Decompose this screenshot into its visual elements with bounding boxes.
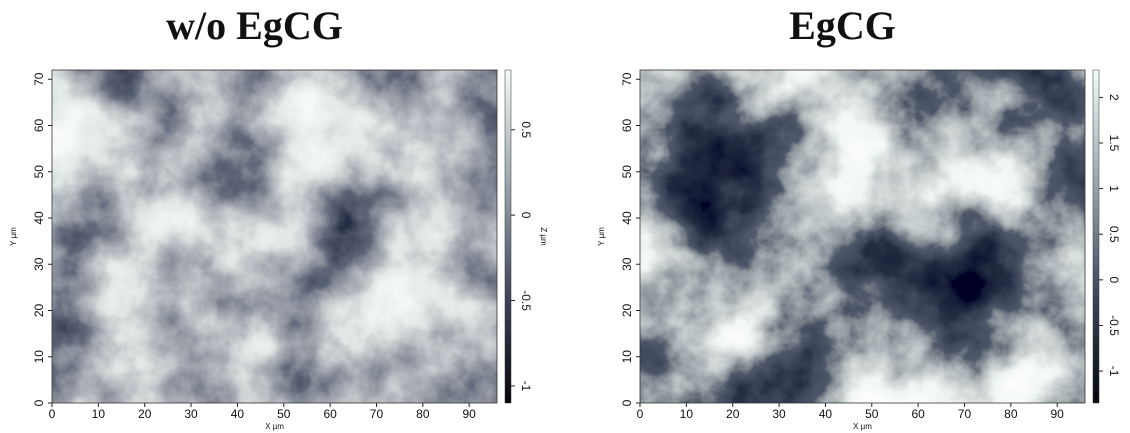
x-tick-label: 40 xyxy=(819,407,833,421)
color-bar xyxy=(504,69,512,404)
x-tick-label: 0 xyxy=(637,407,644,421)
y-tick-label: 50 xyxy=(32,165,46,179)
z-tick-label: 0.5 xyxy=(1107,226,1121,243)
x-tick-label: 30 xyxy=(772,407,786,421)
x-tick-label: 10 xyxy=(92,407,106,421)
y-tick-label: 40 xyxy=(32,211,46,225)
z-tick-label: -0.5 xyxy=(1107,315,1121,336)
x-tick-label: 20 xyxy=(726,407,740,421)
z-tick-label: -0.5 xyxy=(519,290,533,311)
x-tick-label: 70 xyxy=(370,407,384,421)
y-tick-label: 60 xyxy=(32,119,46,133)
y-tick-label: 0 xyxy=(32,399,46,406)
x-tick-label: 80 xyxy=(416,407,430,421)
y-tick-label: 10 xyxy=(32,350,46,364)
x-tick-label: 50 xyxy=(865,407,879,421)
surface-image xyxy=(52,70,497,403)
z-tick-label: 2 xyxy=(1107,94,1121,101)
chart-title: EgCG xyxy=(789,3,896,48)
y-tick-label: 0 xyxy=(620,399,634,406)
y-tick-label: 20 xyxy=(620,304,634,318)
y-tick-label: 60 xyxy=(620,119,634,133)
z-tick-label: 1 xyxy=(1107,185,1121,192)
y-axis-label: Y µm xyxy=(9,227,18,246)
y-tick-label: 70 xyxy=(620,72,634,86)
color-bar xyxy=(1092,69,1100,404)
z-tick-label: 0 xyxy=(1107,276,1121,283)
z-tick-label: -1 xyxy=(519,381,533,392)
x-tick-label: 90 xyxy=(463,407,477,421)
x-tick-label: 60 xyxy=(911,407,925,421)
z-tick-label: -1 xyxy=(1107,366,1121,377)
x-tick-label: 90 xyxy=(1051,407,1065,421)
z-tick-label: 0 xyxy=(519,212,533,219)
plot-frame xyxy=(639,69,1086,404)
x-tick-label: 20 xyxy=(138,407,152,421)
surface-image xyxy=(640,70,1085,403)
y-tick-label: 30 xyxy=(32,257,46,271)
z-tick-label: 1.5 xyxy=(1107,135,1121,152)
x-tick-label: 60 xyxy=(323,407,337,421)
x-tick-label: 80 xyxy=(1004,407,1018,421)
y-tick-label: 70 xyxy=(32,72,46,86)
y-tick-label: 50 xyxy=(620,165,634,179)
x-axis-label: X µm xyxy=(853,422,872,431)
y-tick-label: 30 xyxy=(620,257,634,271)
x-axis-label: X µm xyxy=(265,422,284,431)
x-tick-label: 70 xyxy=(958,407,972,421)
plot-frame xyxy=(51,69,498,404)
x-tick-label: 40 xyxy=(231,407,245,421)
x-tick-label: 50 xyxy=(277,407,291,421)
y-tick-label: 40 xyxy=(620,211,634,225)
x-tick-label: 0 xyxy=(49,407,56,421)
z-axis-label: Z µm xyxy=(539,227,548,246)
y-tick-label: 10 xyxy=(620,350,634,364)
chart-title: w/o EgCG xyxy=(166,3,343,48)
z-tick-label: 0.5 xyxy=(519,121,533,138)
x-tick-label: 10 xyxy=(680,407,694,421)
x-tick-label: 30 xyxy=(184,407,198,421)
y-tick-label: 20 xyxy=(32,304,46,318)
y-axis-label: Y µm xyxy=(597,227,606,246)
